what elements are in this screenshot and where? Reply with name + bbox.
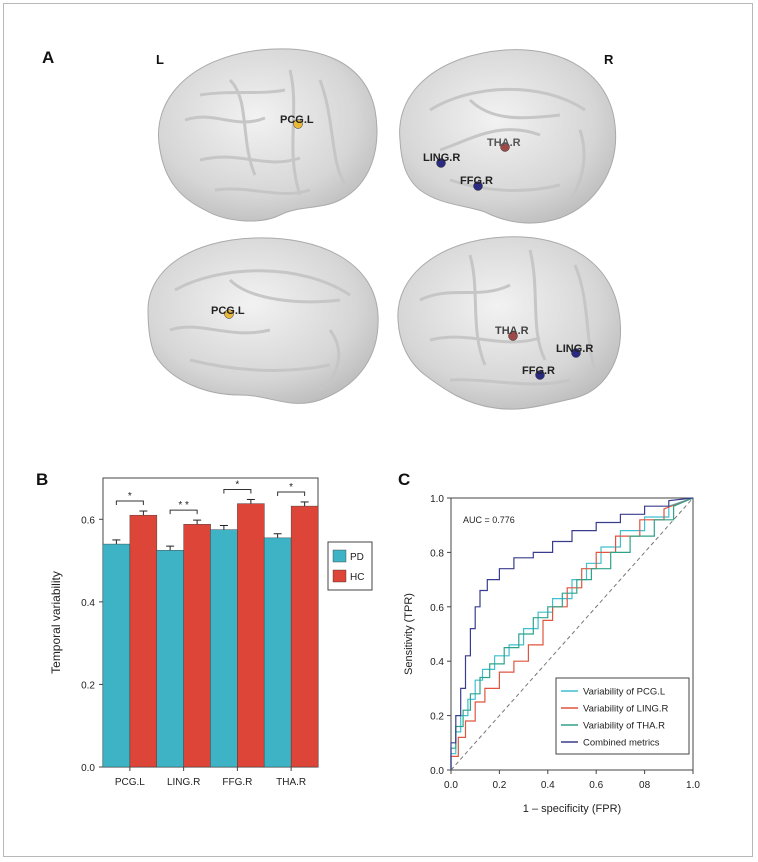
ffg-r-node (473, 181, 483, 191)
roc-curve-variability-of-pcg-l (450, 497, 694, 770)
x-tick-label: THA.R (276, 777, 306, 788)
x-tick-label: PCG.L (115, 777, 145, 788)
bar-chart-temporal-variability: 0.0 0.2 0.4 0.6 Temporal variability PCG.L * LI… (49, 477, 373, 788)
ling-r-label-lateral: LING.R (556, 343, 593, 355)
legend-label-hc: HC (350, 572, 364, 583)
y-axis-title: Temporal variability (49, 571, 63, 674)
legend-label: Variability of THA.R (583, 721, 665, 732)
bar-hc-tha-r (290, 505, 319, 768)
brain-renderings: PCG.L THA.R LING.R FFG.R PCG.L THA.R LIN… (147, 48, 622, 410)
x-tick-label: 08 (639, 780, 651, 791)
x-axis-title: 1 – specificity (FPR) (523, 803, 621, 815)
roc-chart: 0.0 0.2 0.4 0.6 08 1.0 0.0 0.2 0.4 0.6 0.8 1.0 1 – s… (403, 494, 700, 815)
plot-frame (450, 497, 694, 771)
legend-swatch-pd (332, 549, 347, 563)
bar-pd-pcg-l (102, 543, 131, 768)
chance-diagonal (450, 497, 694, 771)
y-tick-label: 0.6 (81, 515, 95, 526)
bar-pd-ffg-r (210, 529, 238, 768)
y-tick-label: 0.8 (430, 548, 444, 559)
legend-label: Variability of PCG.L (583, 687, 665, 698)
right-hemisphere-label: R (604, 52, 614, 67)
ffg-r-label: FFG.R (460, 175, 493, 187)
significance-marker: * (289, 482, 293, 493)
pcg-l-label: PCG.L (280, 114, 314, 126)
y-tick-label: 0.4 (430, 657, 444, 668)
pcg-l-node (293, 119, 303, 129)
panel-a-letter: A (42, 48, 55, 67)
x-tick-label: 0.2 (492, 780, 506, 791)
y-tick-label: 0.6 (430, 603, 444, 614)
roc-curve-variability-of-tha-r (450, 497, 694, 770)
legend-box (555, 677, 690, 755)
roc-curve-variability-of-ling-r (450, 497, 694, 770)
bar-hc-pcg-l (129, 514, 158, 768)
significance-marker: * (128, 491, 132, 502)
y-tick-label: 1.0 (430, 494, 444, 505)
x-tick-label: 1.0 (686, 780, 700, 791)
pcg-l-label-medial: PCG.L (211, 305, 245, 317)
left-hemisphere-label: L (156, 52, 164, 67)
ffg-r-label-lateral: FFG.R (522, 365, 555, 377)
ling-r-node (436, 158, 446, 168)
tha-r-label: THA.R (487, 137, 521, 149)
legend-label-pd: PD (350, 552, 364, 563)
panel-b-letter: B (36, 470, 49, 489)
bar-hc-ling-r (183, 524, 211, 768)
y-tick-label: 0.4 (81, 598, 95, 609)
significance-marker: * * (178, 500, 189, 511)
figure-frame (3, 3, 753, 857)
bar-pd-tha-r (263, 537, 292, 768)
tha-r-node (500, 142, 510, 152)
y-tick-label: 0.2 (81, 680, 95, 691)
panel-c-letter: C (398, 470, 411, 489)
x-tick-label: LING.R (167, 777, 200, 788)
y-tick-label: 0.2 (430, 712, 444, 723)
pcg-l-node-medial (224, 309, 234, 319)
tha-r-label-lateral: THA.R (495, 325, 529, 337)
x-tick-label: 0.4 (541, 780, 555, 791)
roc-curve-combined-metrics (450, 497, 694, 770)
significance-bracket (115, 500, 144, 506)
legend-swatch-hc (332, 569, 347, 583)
significance-marker: * (235, 479, 239, 490)
brain-left-lateral: PCG.L (158, 48, 378, 222)
significance-bracket (277, 491, 306, 496)
bar-pd-ling-r (156, 550, 184, 768)
bar-hc-ffg-r (237, 503, 265, 768)
ling-r-node-lateral (571, 348, 581, 358)
significance-bracket (169, 509, 198, 515)
y-tick-label: 0.0 (430, 766, 444, 777)
legend-label: Variability of LING.R (583, 704, 668, 715)
y-axis-title: Sensitivity (TPR) (403, 593, 415, 675)
x-tick-label: 0.0 (444, 780, 458, 791)
brain-right-medial: THA.R LING.R FFG.R (399, 49, 617, 224)
ling-r-label: LING.R (423, 152, 460, 164)
tha-r-node-lateral (508, 331, 518, 341)
x-tick-label: FFG.R (222, 777, 252, 788)
significance-bracket (223, 488, 252, 494)
brain-left-medial: PCG.L (147, 237, 379, 404)
auc-annotation: AUC = 0.776 (463, 515, 515, 525)
brain-right-lateral: THA.R LING.R FFG.R (397, 236, 622, 410)
y-tick-label: 0.0 (81, 763, 95, 774)
legend-label: Combined metrics (583, 738, 660, 749)
x-tick-label: 0.6 (589, 780, 603, 791)
ffg-r-node-lateral (535, 370, 545, 380)
